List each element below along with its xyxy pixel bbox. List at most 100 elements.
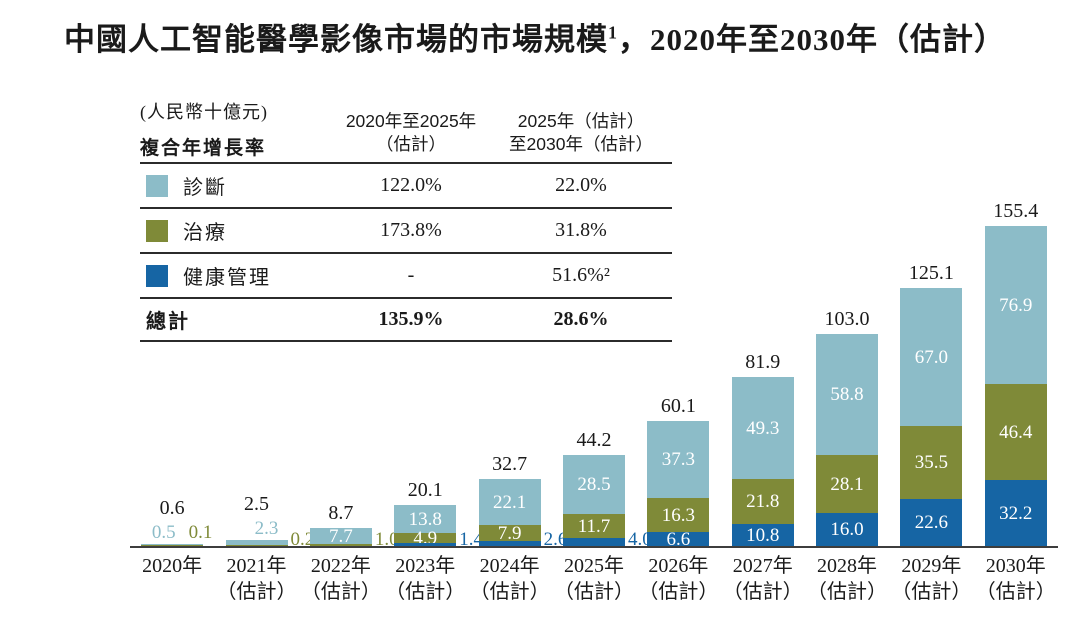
bar-group: 2.5 2.3 0.2 (214, 190, 314, 549)
diagnosis-value-label: 37.3 (661, 449, 695, 470)
x-axis-label: 2025年 （估計） (552, 553, 636, 606)
treatment-segment: 7.9 (478, 524, 541, 543)
x-axis-label: 2028年 （估計） (805, 553, 889, 606)
diagnosis-value-label: 13.8 (408, 508, 442, 530)
table-row-health-management: 健康管理 - 51.6%² (140, 254, 672, 299)
bar-group: 125.1 67.0 35.5 22.6 (889, 190, 973, 546)
stacked-bar: 49.3 21.8 10.8 (731, 377, 794, 546)
treatment-segment: 28.1 (816, 455, 879, 513)
unit-note: (人民幣十億元) (140, 102, 268, 122)
stacked-bar: 58.8 28.1 16.0 (816, 334, 879, 546)
health-value-label: 6.6 (666, 528, 691, 550)
health-segment (394, 543, 457, 546)
column-header-2020-2025: 2020年至2025年 （估計） (332, 96, 490, 162)
x-axis-year: 2026年 (648, 555, 709, 577)
treatment-value-label: 21.8 (746, 491, 780, 512)
x-axis-labels: 2020年 2021年 （估計） 2022年 （估計） 2023年 （估計） 2024年 （估計… (130, 553, 1058, 606)
health-segment: 10.8 (731, 524, 794, 546)
x-axis-label: 2030年 （估計） (974, 553, 1058, 606)
total-row-label: 總計 (146, 311, 190, 333)
x-axis-year: 2020年 (142, 555, 203, 577)
stacked-bar: 37.3 16.3 6.6 (647, 421, 710, 550)
diagnosis-value-label: 76.9 (999, 294, 1033, 316)
diagnosis-value-label: 67.0 (914, 346, 949, 368)
health-value-label: 2.6 (543, 529, 568, 550)
stacked-bar: 76.9 46.4 32.2 (984, 226, 1047, 546)
diagnosis-legend-swatch (146, 174, 168, 197)
bar-group: 81.9 49.3 21.8 10.8 (721, 190, 805, 546)
table-row-treatment: 治療 173.8% 31.8% (140, 209, 672, 254)
total-value-label: 103.0 (824, 308, 870, 330)
total-value-label: 20.1 (407, 479, 443, 501)
diagnosis-segment: 67.0 (900, 288, 963, 426)
legend-label: 治療 (183, 222, 227, 244)
x-axis-label: 2027年 （估計） (721, 553, 805, 606)
x-axis-year: 2027年 (732, 555, 793, 577)
diagnosis-value-label: 2.3 (254, 518, 279, 539)
column-header-line: （估計） (376, 134, 446, 155)
cagr-value: 173.8% (380, 219, 442, 241)
stacked-bar: 0.2 (225, 530, 314, 549)
diagnosis-segment (141, 544, 204, 545)
x-axis-label: 2022年 （估計） (299, 553, 383, 606)
total-value-label: 81.9 (745, 351, 781, 373)
health-value-label: 32.2 (999, 502, 1033, 524)
legend-item-treatment: 治療 (140, 216, 332, 245)
diagnosis-segment: 22.1 (478, 479, 541, 525)
x-axis-year: 2022年 (310, 555, 371, 577)
diagnosis-value-label: 7.7 (329, 525, 353, 547)
page-title-range: ，2020年至2030年（估計） (617, 22, 1006, 57)
title-footnote-marker: 1 (608, 22, 618, 43)
x-axis-estimate-note: （估計） (216, 581, 297, 604)
cagr-row-header: 複合年增長率 (140, 138, 267, 159)
treatment-value-label: 11.7 (577, 515, 611, 537)
column-header-line: 2020年至2025年 (345, 110, 477, 131)
total-value-label: 8.7 (328, 502, 354, 524)
cagr-value: 22.0% (555, 174, 607, 196)
column-header-2025-2030: 2025年（估計） 至2030年（估計） (490, 96, 672, 162)
cagr-total-value: 28.6% (553, 308, 609, 330)
cagr-value: 51.6%² (552, 264, 610, 286)
column-header-line: 2025年（估計） (517, 110, 645, 131)
diagnosis-segment: 28.5 (562, 455, 625, 514)
total-value-label: 60.1 (660, 395, 696, 417)
legend-item-health-management: 健康管理 (140, 261, 332, 290)
treatment-segment: 16.3 (647, 498, 710, 532)
treatment-value-label: 35.5 (914, 452, 949, 473)
diagnosis-value-label: 22.1 (492, 491, 527, 513)
legend-label: 健康管理 (183, 267, 271, 289)
total-value-label: 2.5 (244, 493, 270, 515)
cagr-table-header-row: (人民幣十億元) 複合年增長率 2020年至2025年 （估計） 2025年（估… (140, 96, 672, 164)
treatment-segment (141, 545, 204, 546)
x-axis-label: 2024年 （估計） (467, 553, 551, 606)
bar-group: 44.2 28.5 11.7 4.0 (552, 190, 652, 549)
x-axis-year: 2028年 (817, 555, 878, 577)
treatment-legend-swatch (146, 219, 168, 242)
outside-value-labels: 2.3 (255, 519, 279, 538)
treatment-value-label: 46.4 (999, 421, 1033, 443)
x-axis-estimate-note: （估計） (300, 581, 381, 604)
x-axis-label: 2029年 （估計） (889, 553, 973, 606)
page-title: 中國人工智能醫學影像市場的市場規模1，2020年至2030年（估計） (64, 14, 1006, 59)
x-axis-estimate-note: （估計） (638, 581, 719, 604)
bar-group: 155.4 76.9 46.4 32.2 (974, 190, 1058, 546)
x-axis-estimate-note: （估計） (722, 581, 803, 604)
cagr-value: 122.0% (380, 174, 442, 196)
table-row-diagnosis: 診斷 122.0% 22.0% (140, 164, 672, 209)
treatment-value-label: 4.9 (413, 527, 438, 549)
cagr-value: 31.8% (555, 219, 607, 241)
treatment-value-label: 0.2 (290, 529, 315, 550)
x-axis-year: 2024年 (479, 555, 540, 577)
x-axis-estimate-note: （估計） (385, 581, 466, 604)
diagnosis-segment (225, 540, 288, 545)
health-segment (478, 541, 541, 546)
x-axis-year: 2021年 (226, 555, 287, 577)
x-axis-year: 2023年 (395, 555, 456, 577)
health-value-label: 4.0 (627, 529, 652, 550)
stacked-bar: 28.5 11.7 4.0 (562, 455, 652, 549)
column-header-line: 至2030年（估計） (509, 134, 653, 155)
health-value-label: 1.4 (459, 529, 483, 550)
x-axis-estimate-note: （估計） (469, 581, 550, 604)
health-segment: 16.0 (816, 513, 879, 546)
stacked-bar: 13.8 4.9 1.4 (394, 505, 483, 549)
